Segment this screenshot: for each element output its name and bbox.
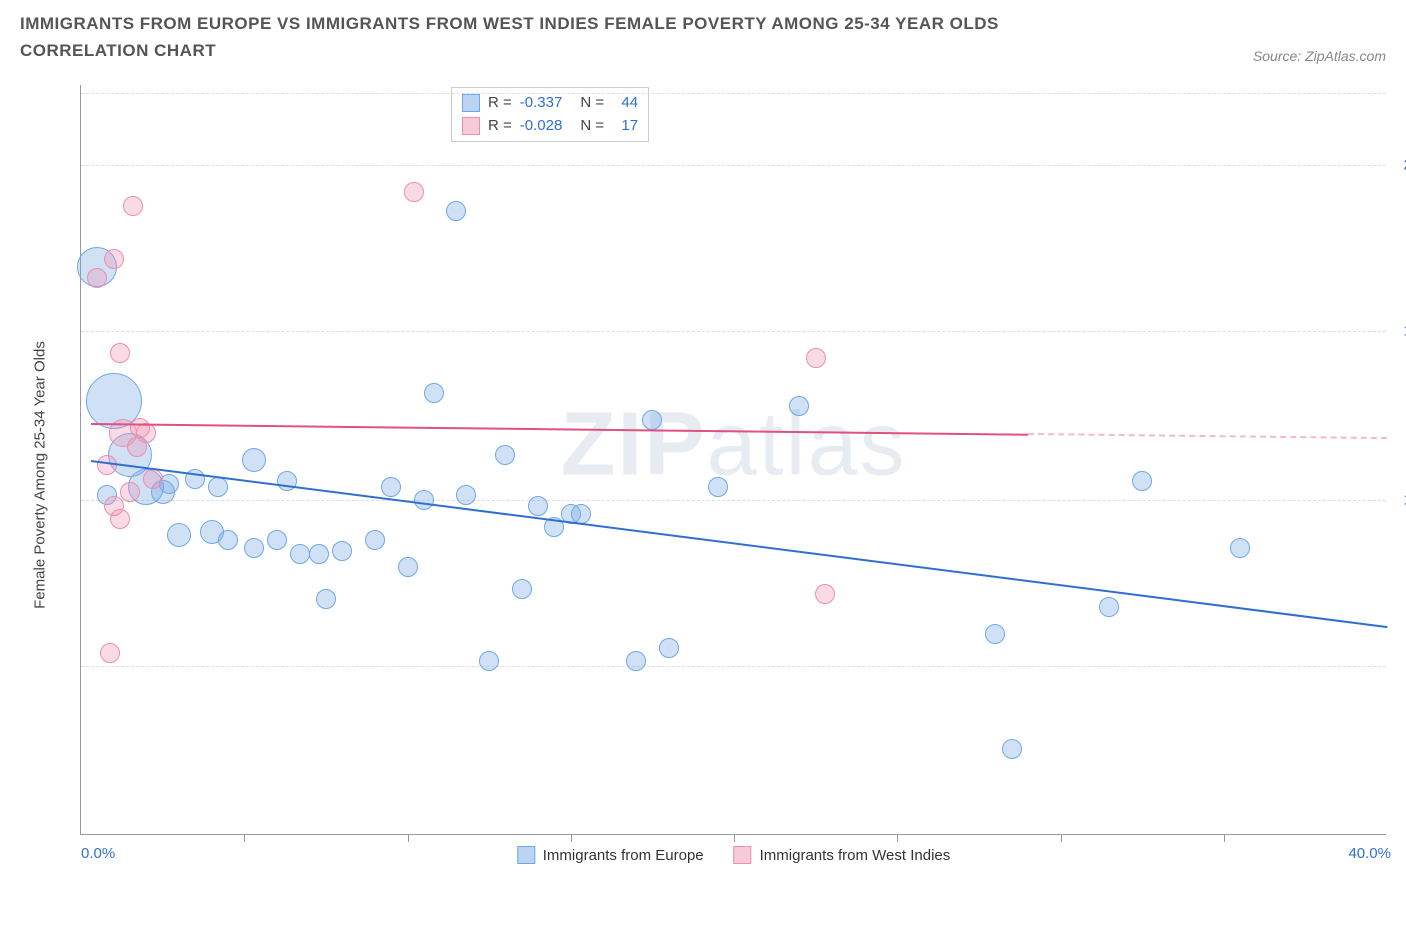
data-point	[815, 584, 835, 604]
stats-row: R = -0.028 N = 17	[462, 115, 638, 138]
r-label: R =	[488, 115, 512, 138]
data-point	[277, 471, 297, 491]
data-point	[290, 544, 310, 564]
chart-title: IMMIGRANTS FROM EUROPE VS IMMIGRANTS FRO…	[20, 10, 1120, 64]
y-tick-label: 6.3%	[1391, 658, 1406, 675]
trend-line	[91, 423, 1028, 436]
data-point	[398, 557, 418, 577]
data-point	[495, 445, 515, 465]
chart-area: Female Poverty Among 25-34 Year Olds ZIP…	[50, 85, 1386, 865]
legend-swatch	[462, 117, 480, 135]
y-tick-label: 25.0%	[1391, 157, 1406, 174]
n-label: N =	[580, 115, 604, 138]
data-point	[404, 182, 424, 202]
data-point	[97, 455, 117, 475]
bottom-legend: Immigrants from Europe Immigrants from We…	[517, 846, 951, 864]
legend-swatch	[734, 846, 752, 864]
data-point	[143, 469, 163, 489]
data-point	[642, 410, 662, 430]
y-tick-label: 18.8%	[1391, 323, 1406, 340]
data-point	[365, 530, 385, 550]
source-label: Source: ZipAtlas.com	[1253, 48, 1386, 64]
watermark: ZIPatlas	[560, 393, 906, 496]
data-point	[100, 643, 120, 663]
x-tick	[1224, 834, 1225, 842]
data-point	[104, 249, 124, 269]
data-point	[512, 579, 532, 599]
x-axis-max-label: 40.0%	[1348, 845, 1391, 862]
data-point	[414, 490, 434, 510]
plot-region: ZIPatlas R =-0.337N =44R =-0.028N =17 Im…	[80, 85, 1386, 835]
data-point	[316, 589, 336, 609]
x-tick	[734, 834, 735, 842]
data-point	[267, 530, 287, 550]
data-point	[806, 348, 826, 368]
data-point	[110, 509, 130, 529]
data-point	[120, 482, 140, 502]
gridline	[81, 165, 1386, 166]
x-tick	[897, 834, 898, 842]
data-point	[708, 477, 728, 497]
data-point	[424, 383, 444, 403]
data-point	[381, 477, 401, 497]
data-point	[985, 624, 1005, 644]
x-tick	[244, 834, 245, 842]
legend-label: Immigrants from West Indies	[760, 847, 951, 864]
n-value: 44	[612, 92, 638, 115]
data-point	[456, 485, 476, 505]
data-point	[244, 538, 264, 558]
stats-row: R = -0.337 N = 44	[462, 92, 638, 115]
data-point	[167, 523, 191, 547]
stats-legend-box: R = -0.337 N = 44 R = -0.028 N = 17	[451, 87, 649, 142]
x-tick	[1061, 834, 1062, 842]
r-label: R =	[488, 92, 512, 115]
data-point	[571, 504, 591, 524]
gridline	[81, 666, 1386, 667]
data-point	[87, 268, 107, 288]
data-point	[1002, 739, 1022, 759]
trend-line-dashed	[1028, 433, 1387, 439]
legend-swatch	[517, 846, 535, 864]
data-point	[528, 496, 548, 516]
data-point	[127, 437, 147, 457]
gridline	[81, 331, 1386, 332]
data-point	[479, 651, 499, 671]
data-point	[659, 638, 679, 658]
y-axis-label: Female Poverty Among 25-34 Year Olds	[32, 341, 49, 609]
n-label: N =	[580, 92, 604, 115]
data-point	[1132, 471, 1152, 491]
r-value: -0.028	[520, 115, 563, 138]
n-value: 17	[612, 115, 638, 138]
data-point	[1230, 538, 1250, 558]
legend-item: Immigrants from Europe	[517, 846, 704, 864]
data-point	[626, 651, 646, 671]
legend-swatch	[462, 94, 480, 112]
data-point	[332, 541, 352, 561]
watermark-bold: ZIP	[560, 394, 706, 494]
r-value: -0.337	[520, 92, 563, 115]
chart-header: IMMIGRANTS FROM EUROPE VS IMMIGRANTS FRO…	[0, 0, 1406, 69]
x-tick	[571, 834, 572, 842]
data-point	[208, 477, 228, 497]
gridline	[81, 93, 1386, 94]
data-point	[123, 196, 143, 216]
x-axis-min-label: 0.0%	[81, 845, 115, 862]
data-point	[218, 530, 238, 550]
data-point	[309, 544, 329, 564]
legend-item: Immigrants from West Indies	[734, 846, 951, 864]
gridline	[81, 500, 1386, 501]
data-point	[242, 448, 266, 472]
x-tick	[408, 834, 409, 842]
legend-label: Immigrants from Europe	[543, 847, 704, 864]
data-point	[446, 201, 466, 221]
data-point	[1099, 597, 1119, 617]
data-point	[789, 396, 809, 416]
data-point	[110, 343, 130, 363]
y-tick-label: 12.5%	[1391, 492, 1406, 509]
